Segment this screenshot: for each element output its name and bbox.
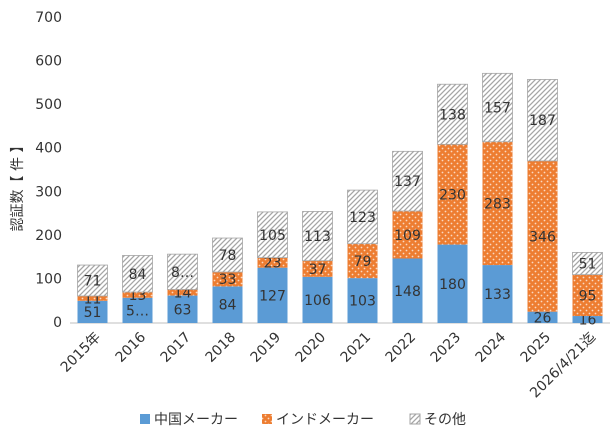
- y-tick-label: 700: [35, 10, 62, 26]
- legend-swatch: [409, 413, 421, 425]
- data-label: 283: [484, 196, 511, 212]
- data-label: 103: [349, 294, 376, 310]
- bar-segment: [302, 211, 333, 262]
- bar-segment: [482, 265, 513, 323]
- bar-segment: [527, 160, 558, 312]
- data-label: 138: [439, 107, 466, 123]
- bar-segment: [437, 244, 468, 323]
- data-label: 79: [354, 254, 372, 270]
- data-label: 230: [439, 187, 466, 203]
- y-tick-label: 0: [53, 315, 62, 331]
- bar-segment: [77, 264, 108, 297]
- y-tick-label: 500: [35, 97, 62, 113]
- data-label: 133: [484, 287, 511, 303]
- legend-swatch: [140, 414, 150, 424]
- data-label: 51: [579, 257, 597, 273]
- bar-segment: [347, 278, 378, 323]
- data-label: 113: [304, 229, 331, 245]
- data-label: 51: [84, 305, 102, 321]
- x-tick-label: 2023: [428, 329, 465, 366]
- x-tick-label: 2018: [203, 329, 240, 366]
- data-label: 8…: [171, 265, 194, 281]
- data-label: 84: [129, 267, 147, 283]
- bar-segment: [77, 300, 108, 323]
- bar-segment: [437, 83, 468, 145]
- data-label: 157: [484, 101, 511, 117]
- bar-segment: [347, 189, 378, 245]
- data-label: 106: [304, 293, 331, 309]
- bar-segment: [212, 237, 243, 273]
- bar-segment: [257, 211, 288, 259]
- bar-segment: [77, 295, 108, 301]
- data-label: 137: [394, 174, 421, 190]
- y-tick-label: 400: [35, 141, 62, 157]
- bar-segment: [167, 253, 198, 290]
- bar-segment: [257, 267, 288, 323]
- y-tick-label: 200: [35, 228, 62, 244]
- y-tick-label: 300: [35, 184, 62, 200]
- bar-segment: [167, 295, 198, 323]
- bar-segment: [122, 255, 153, 293]
- x-tick-label: 2019: [248, 329, 285, 366]
- x-tick-label: 2015年: [58, 329, 104, 375]
- x-tick-label: 2024: [473, 329, 510, 366]
- data-label: 37: [309, 262, 327, 278]
- data-label: 148: [394, 284, 421, 300]
- y-tick-label: 100: [35, 271, 62, 287]
- data-label: 63: [174, 302, 192, 318]
- x-tick-label: 2021: [338, 329, 375, 366]
- data-label: 109: [394, 228, 421, 244]
- data-label: 26: [534, 310, 552, 326]
- bar-segment: [257, 257, 288, 268]
- bar-segment: [167, 289, 198, 296]
- legend-label: その他: [424, 412, 466, 428]
- y-tick-label: 600: [35, 54, 62, 70]
- legend-swatch: [262, 414, 272, 424]
- bar-segment: [122, 297, 153, 323]
- y-axis-label: 認証数【 件 】: [10, 139, 26, 232]
- bar-segment: [572, 252, 603, 276]
- bar-segment: [392, 211, 423, 259]
- data-label: 180: [439, 277, 466, 293]
- x-tick-label: 2017: [158, 329, 195, 366]
- legend-label: 中国メーカー: [154, 412, 238, 428]
- data-label: 16: [579, 313, 597, 329]
- data-label: 127: [259, 288, 286, 304]
- data-label: 123: [349, 210, 376, 226]
- bar-segment: [437, 144, 468, 245]
- data-label: 23: [264, 256, 282, 272]
- data-label: 187: [529, 113, 556, 129]
- bar-segment: [572, 274, 603, 317]
- data-label: 5…: [126, 303, 149, 319]
- bar-segment: [527, 311, 558, 323]
- bar-segment: [482, 72, 513, 143]
- bar-segment: [212, 286, 243, 323]
- data-label: 78: [219, 248, 237, 264]
- x-tick-label: 2016: [113, 329, 150, 366]
- bar-segment: [572, 316, 603, 323]
- data-label: 33: [219, 272, 237, 288]
- bar-segment: [482, 141, 513, 266]
- bar-segment: [347, 243, 378, 279]
- bar-segment: [122, 292, 153, 298]
- x-tick-label: 2025: [518, 329, 555, 366]
- data-label: 105: [259, 228, 286, 244]
- bar-segment: [212, 272, 243, 287]
- x-tick-label: 2020: [293, 329, 330, 366]
- bar-segment: [302, 276, 333, 323]
- bar-segment: [392, 258, 423, 323]
- bar-segment: [302, 260, 333, 277]
- legend-label: インドメーカー: [276, 412, 374, 428]
- data-label: 346: [529, 229, 556, 245]
- bar-segment: [527, 79, 558, 162]
- data-label: 84: [219, 298, 237, 314]
- data-label: 71: [84, 274, 102, 290]
- data-label: 95: [579, 288, 597, 304]
- bar-segment: [392, 150, 423, 212]
- x-tick-label: 2022: [383, 329, 420, 366]
